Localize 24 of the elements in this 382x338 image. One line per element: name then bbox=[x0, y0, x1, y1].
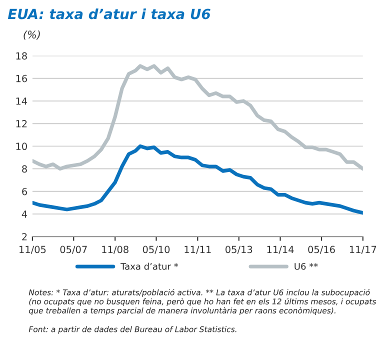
y-tick-label: 10 bbox=[16, 142, 27, 150]
x-tick-label: 05/13 bbox=[226, 246, 252, 254]
x-tick-label: 05/07 bbox=[60, 246, 87, 254]
x-tick-label: 05/10 bbox=[142, 246, 170, 254]
y-tick-label: 8 bbox=[22, 165, 27, 173]
x-tick-label: 11/11 bbox=[184, 246, 211, 254]
y-tick-label: 12 bbox=[16, 120, 27, 128]
y-axis-title: (%) bbox=[24, 30, 40, 40]
x-tick-label: 11/05 bbox=[20, 246, 46, 254]
x-tick-label: 11/08 bbox=[102, 246, 128, 254]
x-tick-label: 11/14 bbox=[267, 246, 294, 254]
legend-label: Taxa d’atur * bbox=[120, 262, 178, 270]
y-tick-label: 14 bbox=[16, 98, 28, 105]
y-tick-label: 6 bbox=[22, 188, 27, 196]
chart-title: EUA: taxa d’atur i taxa U6 bbox=[8, 8, 210, 20]
y-tick-label: 18 bbox=[16, 52, 27, 60]
legend-label: U6 ** bbox=[294, 262, 318, 270]
x-tick-label: 05/16 bbox=[308, 246, 335, 254]
y-tick-label: 4 bbox=[22, 210, 28, 218]
x-tick-label: 11/17 bbox=[350, 246, 376, 254]
y-tick-label: 16 bbox=[16, 74, 27, 82]
y-tick-label: 2 bbox=[22, 233, 27, 240]
line-series bbox=[32, 144, 363, 215]
line-series bbox=[32, 64, 363, 171]
